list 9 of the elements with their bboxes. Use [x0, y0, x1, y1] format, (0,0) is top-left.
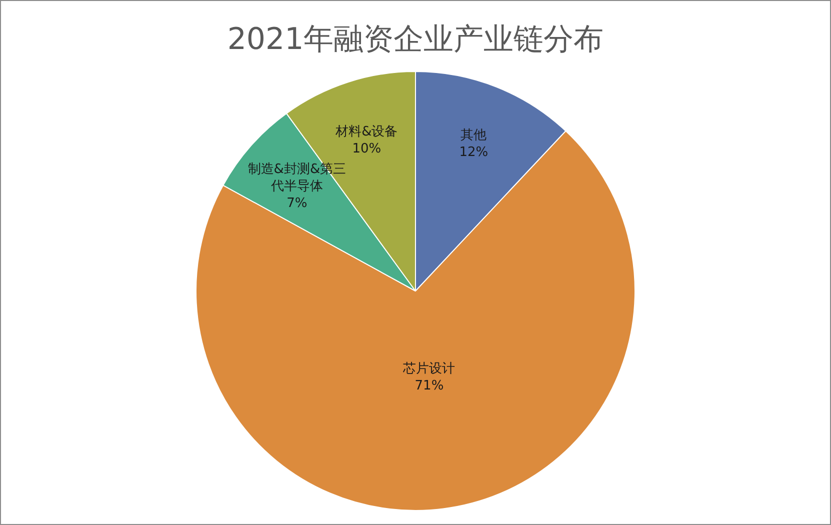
slice-label: 材料&设备	[334, 124, 398, 140]
data-label: 7%	[286, 196, 308, 211]
data-label: 12%	[459, 144, 488, 160]
data-label: 71%	[414, 378, 444, 394]
data-label: 10%	[352, 142, 382, 157]
slice-label: 其他	[460, 128, 487, 143]
slice-label: 制造&封测&第三代半导体	[248, 162, 346, 194]
slice-label: 芯片设计	[402, 362, 456, 377]
chart-title: 2021年融资企业产业链分布	[226, 21, 605, 59]
